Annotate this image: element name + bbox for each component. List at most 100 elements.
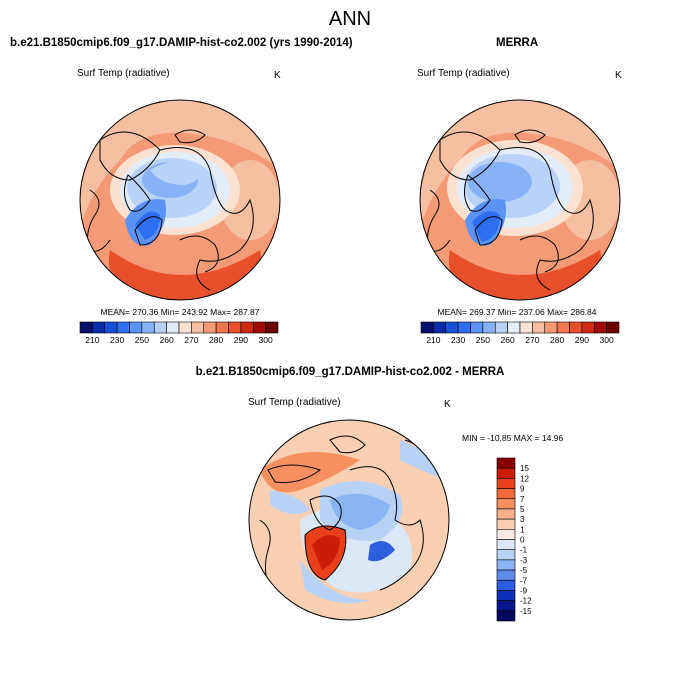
obs-polar-map bbox=[420, 100, 620, 300]
colorbar-tick-label: 270 bbox=[525, 335, 539, 345]
colorbar-box bbox=[494, 321, 508, 334]
colorbar-tick-label: 250 bbox=[135, 335, 149, 345]
colorbar-tick-label: 0 bbox=[520, 536, 525, 545]
colorbar-box bbox=[215, 321, 229, 334]
colorbar-box bbox=[496, 559, 516, 571]
colorbar-tick-label: 300 bbox=[259, 335, 273, 345]
obs-stats-text: MEAN= 269.37 Min= 237.06 Max= 286.84 bbox=[437, 307, 597, 317]
colorbar-tick-label: 210 bbox=[426, 335, 440, 345]
colorbar-box bbox=[240, 321, 254, 334]
colorbar-box bbox=[496, 539, 516, 550]
colorbar-box bbox=[496, 569, 516, 581]
colorbar-box bbox=[265, 321, 279, 334]
obs-units-label: K bbox=[615, 70, 622, 81]
colorbar-box bbox=[606, 321, 620, 334]
colorbar-box bbox=[496, 600, 516, 612]
diff-panel-title: b.e21.B1850cmip6.f09_g17.DAMIP-hist-co2.… bbox=[195, 366, 505, 378]
colorbar-tick-label: 210 bbox=[85, 335, 99, 345]
colorbar-box bbox=[532, 321, 546, 334]
colorbar-box bbox=[507, 321, 521, 334]
diff-map-border bbox=[248, 419, 450, 621]
colorbar-box bbox=[496, 549, 516, 561]
colorbar-tick-label: -3 bbox=[520, 556, 528, 565]
model-panel-title: b.e21.B1850cmip6.f09_g17.DAMIP-hist-co2.… bbox=[10, 37, 353, 49]
model-units-label: K bbox=[274, 70, 281, 81]
colorbar-box bbox=[593, 321, 607, 334]
colorbar-box bbox=[496, 467, 516, 479]
colorbar-box bbox=[496, 518, 516, 530]
colorbar-tick-label: 270 bbox=[184, 335, 198, 345]
colorbar-box bbox=[544, 321, 558, 334]
colorbar-box bbox=[116, 321, 130, 334]
colorbar-box bbox=[166, 321, 180, 334]
colorbar-box bbox=[178, 321, 192, 334]
colorbar-box bbox=[569, 321, 583, 334]
colorbar-box bbox=[228, 321, 242, 334]
model-polar-map bbox=[80, 100, 280, 300]
colorbar-tick-label: 15 bbox=[520, 464, 529, 473]
colorbar-tick-label: 5 bbox=[520, 505, 525, 514]
colorbar-box bbox=[581, 321, 595, 334]
diff-polar-map bbox=[249, 420, 449, 620]
colorbar-box bbox=[445, 321, 459, 334]
diff-variable-label: Surf Temp (radiative) bbox=[248, 397, 341, 408]
colorbar-box bbox=[203, 321, 217, 334]
colorbar-box bbox=[496, 457, 516, 469]
colorbar-tick-label: -5 bbox=[520, 566, 528, 575]
model-map-border bbox=[79, 99, 281, 301]
colorbar-box bbox=[92, 321, 106, 334]
colorbar-tick-label: -9 bbox=[520, 586, 528, 595]
colorbar-box bbox=[519, 321, 533, 334]
colorbar-box bbox=[153, 321, 167, 334]
colorbar-box bbox=[496, 498, 516, 510]
model-colorbar: 210 230 250 260 270 280 290 300 bbox=[79, 321, 279, 345]
colorbar-box bbox=[470, 321, 484, 334]
colorbar-box bbox=[496, 529, 516, 540]
model-variable-label: Surf Temp (radiative) bbox=[77, 68, 170, 79]
colorbar-box bbox=[496, 579, 516, 591]
colorbar-tick-label: 230 bbox=[451, 335, 465, 345]
colorbar-box bbox=[141, 321, 155, 334]
colorbar-box bbox=[496, 590, 516, 601]
colorbar-tick-label: 9 bbox=[520, 485, 525, 494]
colorbar-box bbox=[129, 321, 143, 334]
colorbar-box bbox=[104, 321, 118, 334]
obs-colorbar: 210 230 250 260 270 280 290 300 bbox=[420, 321, 620, 345]
colorbar-tick-label: 280 bbox=[209, 335, 223, 345]
colorbar-tick-label: -7 bbox=[520, 576, 528, 585]
colorbar-tick-label: 280 bbox=[550, 335, 564, 345]
colorbar-box bbox=[496, 488, 516, 500]
colorbar-box bbox=[496, 478, 516, 489]
colorbar-tick-label: 290 bbox=[575, 335, 589, 345]
colorbar-box bbox=[420, 321, 434, 334]
colorbar-box bbox=[556, 321, 570, 334]
colorbar-tick-label: 290 bbox=[234, 335, 248, 345]
colorbar-box bbox=[252, 321, 266, 334]
colorbar-tick-label: 300 bbox=[600, 335, 614, 345]
obs-panel-title: MERRA bbox=[496, 37, 539, 49]
colorbar-tick-label: 1 bbox=[520, 525, 525, 534]
colorbar-box bbox=[79, 321, 93, 334]
colorbar-tick-label: 3 bbox=[520, 515, 525, 524]
colorbar-tick-label: -12 bbox=[520, 597, 532, 606]
model-stats-text: MEAN= 270.36 Min= 243.92 Max= 287.87 bbox=[100, 307, 260, 317]
colorbar-tick-label: -1 bbox=[520, 546, 528, 555]
colorbar-box bbox=[191, 321, 205, 334]
colorbar-tick-label: 260 bbox=[160, 335, 174, 345]
colorbar-box bbox=[496, 610, 516, 622]
colorbar-tick-label: 260 bbox=[501, 335, 515, 345]
figure-title: ANN bbox=[328, 8, 372, 30]
diff-units-label: K bbox=[444, 399, 451, 410]
colorbar-tick-label: 12 bbox=[520, 474, 529, 483]
colorbar-tick-label: 7 bbox=[520, 495, 525, 504]
obs-map-border bbox=[419, 99, 621, 301]
colorbar-box bbox=[433, 321, 447, 334]
colorbar-box bbox=[457, 321, 471, 334]
colorbar-tick-label: -15 bbox=[520, 607, 532, 616]
colorbar-tick-label: 230 bbox=[110, 335, 124, 345]
colorbar-tick-label: 250 bbox=[476, 335, 490, 345]
obs-variable-label: Surf Temp (radiative) bbox=[417, 68, 510, 79]
colorbar-box bbox=[496, 508, 516, 520]
